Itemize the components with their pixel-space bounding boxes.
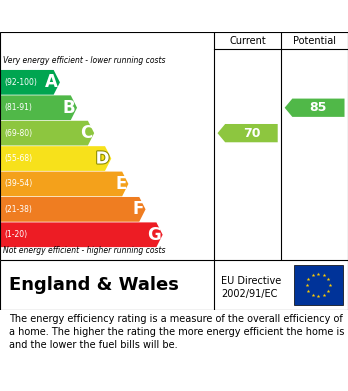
Text: (55-68): (55-68) [5,154,33,163]
Text: A: A [45,74,58,91]
Text: England & Wales: England & Wales [9,276,179,294]
Text: F: F [132,200,144,218]
Polygon shape [285,99,345,117]
Text: D: D [96,149,109,167]
Bar [294,265,343,305]
Text: (39-54): (39-54) [5,179,33,188]
Text: C: C [80,124,92,142]
Polygon shape [1,70,60,95]
Polygon shape [1,95,77,120]
Text: D: D [96,149,109,167]
Text: G: G [147,226,161,244]
Text: B: B [63,99,75,117]
Text: The energy efficiency rating is a measure of the overall efficiency of a home. T: The energy efficiency rating is a measur… [9,314,344,350]
Text: Current: Current [229,36,266,45]
Text: (81-91): (81-91) [5,103,32,112]
Text: Very energy efficient - lower running costs: Very energy efficient - lower running co… [3,56,166,65]
Text: 2002/91/EC: 2002/91/EC [221,289,277,299]
Text: Not energy efficient - higher running costs: Not energy efficient - higher running co… [3,246,166,255]
Polygon shape [1,121,94,145]
Polygon shape [1,197,145,222]
Text: Potential: Potential [293,36,336,45]
Polygon shape [1,172,128,196]
Polygon shape [1,146,111,171]
Text: E: E [115,175,127,193]
Text: (69-80): (69-80) [5,129,33,138]
Text: (21-38): (21-38) [5,205,32,214]
Text: (92-100): (92-100) [5,78,37,87]
Text: 70: 70 [243,127,260,140]
Text: EU Directive: EU Directive [221,276,281,286]
Text: 85: 85 [310,101,327,114]
Text: (1-20): (1-20) [5,230,27,239]
Text: Energy Efficiency Rating: Energy Efficiency Rating [10,9,220,23]
Polygon shape [218,124,278,142]
Polygon shape [1,222,163,247]
